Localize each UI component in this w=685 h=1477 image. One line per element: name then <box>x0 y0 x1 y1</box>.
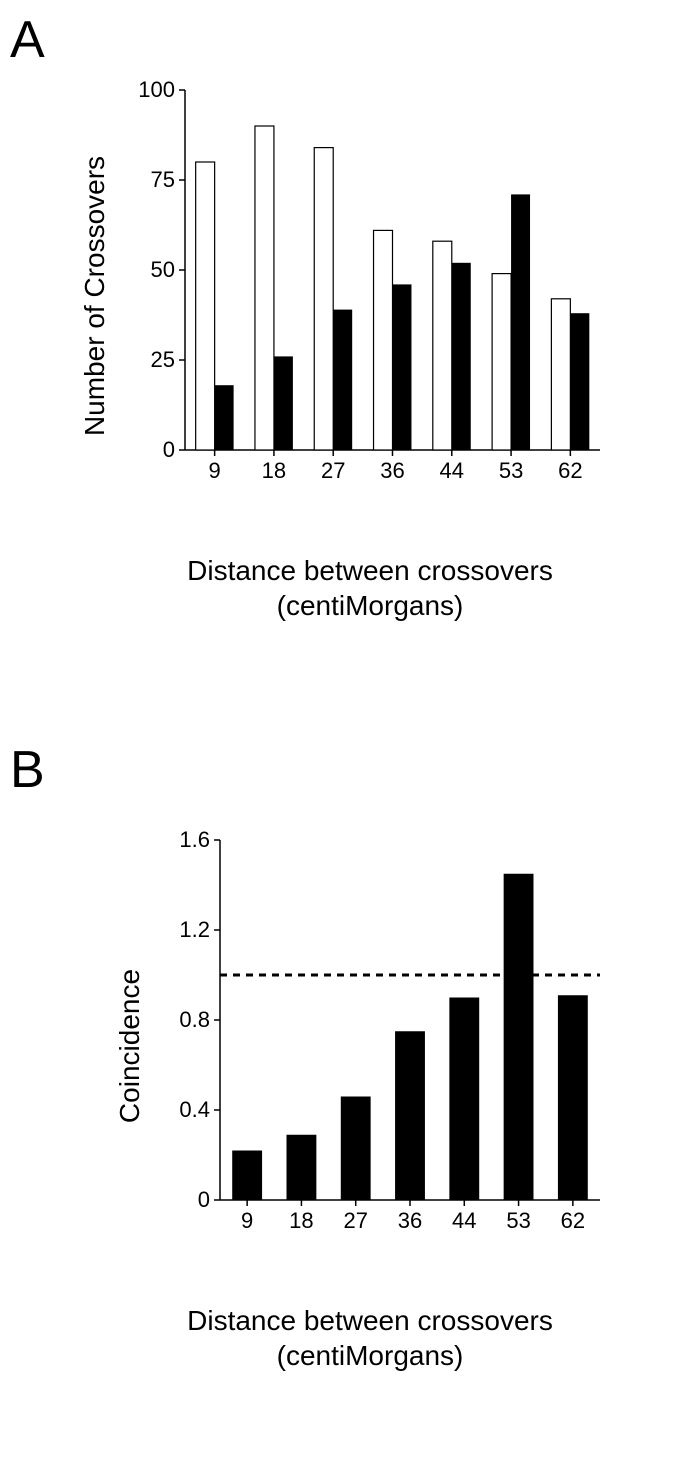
svg-text:62: 62 <box>558 458 582 483</box>
svg-text:100: 100 <box>138 80 175 102</box>
svg-text:50: 50 <box>151 257 175 282</box>
svg-text:9: 9 <box>209 458 221 483</box>
panel-b-xlabel: Distance between crossovers <box>130 1305 610 1337</box>
panel-a-xlabel-sub: (centiMorgans) <box>130 590 610 622</box>
svg-text:18: 18 <box>262 458 286 483</box>
panel-b-label: B <box>10 740 45 800</box>
panel-b-svg: 0 0.4 0.8 1.2 1.6 9 18 27 36 44 53 62 <box>165 830 610 1250</box>
svg-text:75: 75 <box>151 167 175 192</box>
svg-text:18: 18 <box>289 1208 313 1233</box>
svg-text:0: 0 <box>198 1187 210 1212</box>
svg-text:36: 36 <box>380 458 404 483</box>
svg-text:25: 25 <box>151 347 175 372</box>
svg-text:27: 27 <box>343 1208 367 1233</box>
svg-text:36: 36 <box>398 1208 422 1233</box>
svg-text:53: 53 <box>506 1208 530 1233</box>
svg-text:0: 0 <box>163 437 175 462</box>
svg-text:27: 27 <box>321 458 345 483</box>
panel-a-svg: 0 25 50 75 100 9 18 27 36 44 53 62 <box>130 80 610 500</box>
panel-b-xlabel-sub: (centiMorgans) <box>130 1340 610 1372</box>
panel-a-ylabel: Number of Crossovers <box>79 146 111 446</box>
panel-a-xlabel: Distance between crossovers <box>130 555 610 587</box>
svg-text:0.8: 0.8 <box>179 1007 210 1032</box>
panel-b-chart: 0 0.4 0.8 1.2 1.6 9 18 27 36 44 53 62 <box>165 830 610 1250</box>
svg-text:44: 44 <box>452 1208 476 1233</box>
svg-text:44: 44 <box>440 458 464 483</box>
panel-a-chart: 0 25 50 75 100 9 18 27 36 44 53 62 <box>130 80 610 500</box>
panel-b-ylabel: Coincidence <box>114 946 146 1146</box>
svg-text:0.4: 0.4 <box>179 1097 210 1122</box>
svg-text:1.2: 1.2 <box>179 917 210 942</box>
svg-text:9: 9 <box>241 1208 253 1233</box>
svg-text:53: 53 <box>499 458 523 483</box>
panel-a-label: A <box>10 10 45 70</box>
svg-text:1.6: 1.6 <box>179 830 210 852</box>
svg-text:62: 62 <box>561 1208 585 1233</box>
